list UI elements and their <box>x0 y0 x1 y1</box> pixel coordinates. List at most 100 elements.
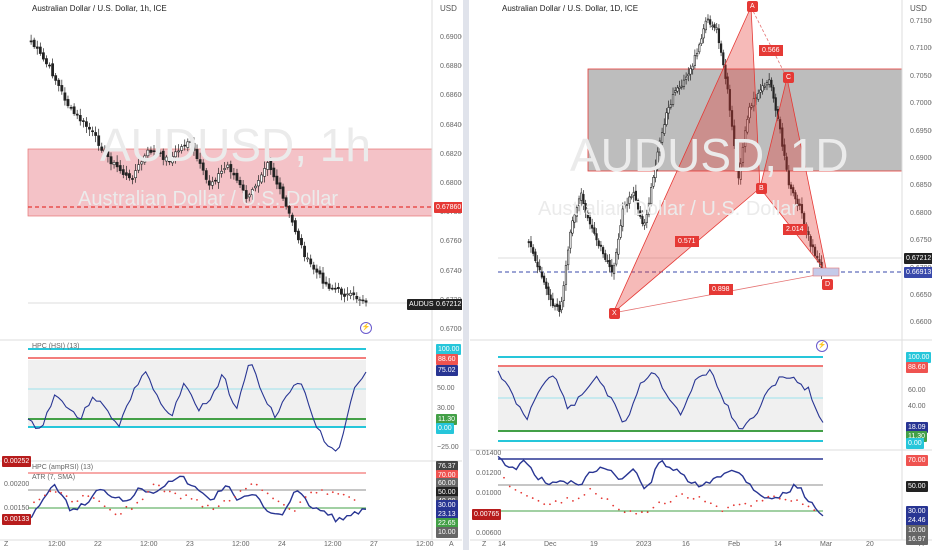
left-atr-tag-top: 0.00252 <box>2 456 32 467</box>
atr-dot <box>807 505 810 508</box>
candle <box>575 207 578 217</box>
left-chart-svg[interactable] <box>0 0 462 550</box>
candle <box>254 185 257 189</box>
left-a-label[interactable]: A <box>449 541 454 548</box>
candle <box>728 89 731 111</box>
left-atr-title: HPC (ampRSI) (13) <box>32 464 94 471</box>
time-tick: Feb <box>728 541 741 548</box>
atr-dot <box>185 494 188 497</box>
candle <box>109 156 113 165</box>
candle <box>358 299 362 301</box>
candle <box>290 214 294 223</box>
point-x-label[interactable]: X <box>609 308 620 319</box>
left-watermark-small: Australian Dollar / U.S. Dollar <box>78 188 339 210</box>
right-chart-svg[interactable] <box>470 0 932 550</box>
atr-dot <box>589 487 592 490</box>
atr-dot <box>531 497 534 499</box>
atr-dot <box>784 498 787 501</box>
atr-dot <box>520 491 523 494</box>
atr-dot <box>82 494 84 497</box>
candle <box>171 156 174 164</box>
atr-tick: 0.01200 <box>476 470 502 477</box>
atr-dot <box>109 508 111 511</box>
candle <box>709 19 712 25</box>
candle <box>571 220 574 234</box>
atr-dot <box>554 500 557 502</box>
panel-divider[interactable] <box>463 0 469 550</box>
candle <box>229 164 233 173</box>
candle <box>210 181 214 186</box>
atr-dot <box>71 500 73 503</box>
candle <box>564 265 568 285</box>
right-atr-tag: 50.00 <box>906 481 928 492</box>
right-watermark-big: AUDUSD, 1D <box>570 129 849 181</box>
right-chart-panel[interactable]: Australian Dollar / U.S. Dollar, 1D, ICE… <box>470 0 932 550</box>
candle <box>628 196 631 204</box>
candle <box>263 168 267 177</box>
candle <box>161 150 165 160</box>
ratio-bd: 2.014 <box>783 224 807 235</box>
atr-dot <box>503 476 505 479</box>
candle <box>735 144 738 165</box>
candle <box>650 187 653 205</box>
lightning-icon[interactable]: ⚡ <box>360 322 372 334</box>
candle <box>691 65 694 70</box>
left-hpc-band <box>28 360 366 427</box>
candle <box>770 79 773 88</box>
left-z-label[interactable]: Z <box>4 541 9 548</box>
candle <box>69 107 73 109</box>
candle <box>768 79 771 85</box>
atr-dot <box>635 512 638 515</box>
candle <box>542 275 546 283</box>
time-tick: 14 <box>774 541 782 548</box>
atr-dot <box>698 495 701 498</box>
candle <box>532 247 535 254</box>
candle <box>792 187 795 194</box>
candle <box>781 127 784 147</box>
candle <box>558 304 561 312</box>
atr-dot <box>727 506 729 509</box>
right-hpc-tag: 100.00 <box>906 352 932 363</box>
atr-dot <box>130 508 133 511</box>
candle <box>744 130 747 147</box>
atr-dot <box>796 499 798 502</box>
candle <box>29 40 33 43</box>
point-d-label[interactable]: D <box>822 279 834 290</box>
candle <box>149 149 153 153</box>
atr-dot <box>600 497 603 500</box>
candle <box>75 113 79 116</box>
atr-dot <box>583 493 586 496</box>
candle <box>238 180 242 186</box>
candle <box>667 107 670 114</box>
point-c-label[interactable]: C <box>783 72 795 83</box>
candle <box>647 202 651 216</box>
candle <box>584 203 587 213</box>
right-a-label[interactable]: A <box>919 541 924 548</box>
candle <box>60 85 64 92</box>
atr-dot <box>514 488 517 491</box>
candle <box>189 140 193 144</box>
time-tick: 2023 <box>636 541 652 548</box>
ratio-ac: 0.566 <box>759 45 783 56</box>
right-supply-zone <box>587 68 903 172</box>
candle <box>643 222 646 226</box>
left-atr-tag: 76.37 <box>436 461 458 472</box>
atr-dot <box>326 493 329 496</box>
candle <box>676 87 679 92</box>
right-z-label[interactable]: Z <box>482 541 487 548</box>
atr-dot <box>549 503 551 506</box>
lightning-icon[interactable]: ⚡ <box>816 340 828 352</box>
atr-dot <box>239 490 242 492</box>
left-chart-panel[interactable]: Australian Dollar / U.S. Dollar, 1h, ICE… <box>0 0 462 550</box>
candle <box>278 182 282 190</box>
candle <box>143 155 147 163</box>
point-b-label[interactable]: B <box>756 183 767 194</box>
atr-dot <box>692 497 695 500</box>
atr-dot <box>190 497 193 500</box>
point-a-label[interactable]: A <box>747 1 758 12</box>
atr-dot <box>612 504 615 507</box>
candle <box>733 125 736 147</box>
